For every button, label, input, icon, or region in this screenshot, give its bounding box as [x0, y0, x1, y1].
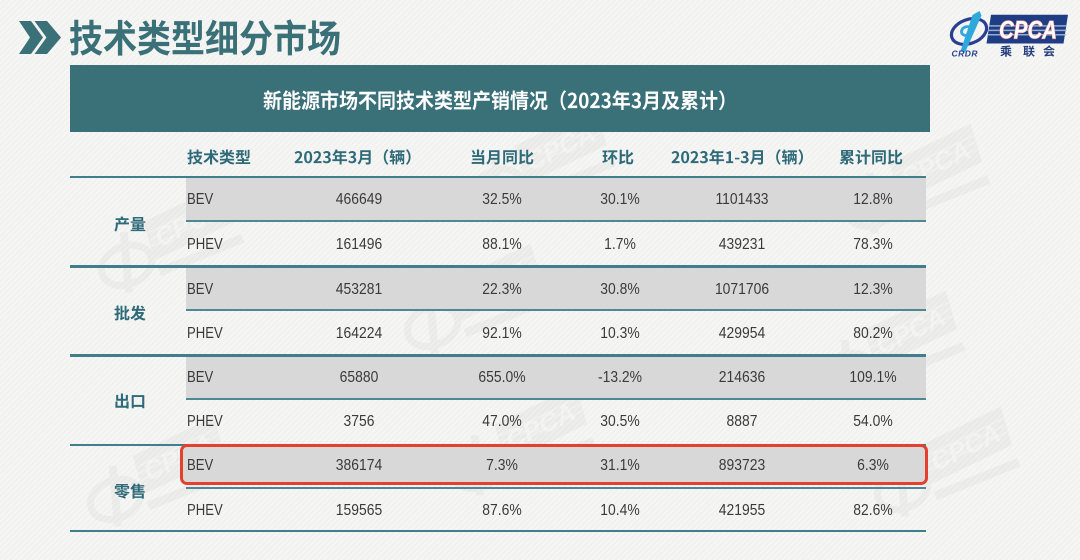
svg-text:CPCA: CPCA [999, 16, 1057, 44]
svg-text:CRDR: CRDR [952, 49, 979, 59]
